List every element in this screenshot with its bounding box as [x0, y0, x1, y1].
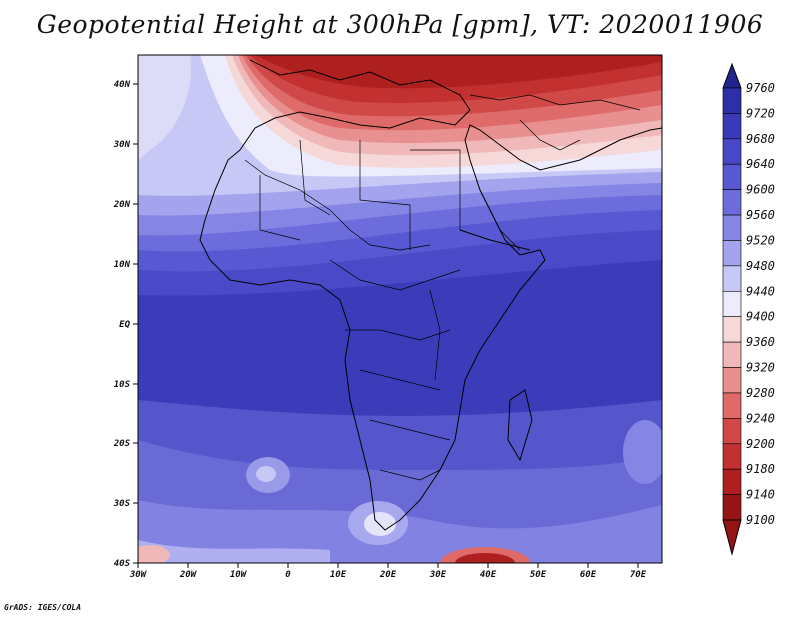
- colorbar-label: 9720: [746, 106, 775, 120]
- colorbar-label: 9240: [746, 411, 775, 425]
- colorbar-segment: [722, 494, 742, 521]
- colorbar-label: 9480: [746, 259, 775, 273]
- lat-tick-label: EQ: [119, 320, 130, 330]
- lon-tick-label: 30W: [129, 570, 148, 580]
- colorbar-segment: [722, 418, 742, 445]
- colorbar-label: 9400: [746, 310, 775, 324]
- colorbar-label: 9560: [746, 208, 775, 222]
- lat-tick-label: 40N: [114, 80, 131, 90]
- colorbar-label: 9600: [746, 183, 775, 197]
- map-title: Geopotential Height at 300hPa [gpm], VT:…: [36, 10, 764, 39]
- colorbar-segment: [722, 290, 742, 318]
- colorbar-segment: [722, 367, 742, 394]
- colorbar-label: 9680: [746, 132, 775, 146]
- colorbar-label: 9360: [746, 335, 775, 349]
- lat-tick-label: 30S: [113, 499, 131, 509]
- colorbar-label: 9320: [746, 361, 775, 375]
- lat-tick-label: 20S: [113, 439, 131, 449]
- colorbar-segment: [722, 163, 742, 190]
- lat-tick-label: 20N: [113, 200, 131, 210]
- lat-tick-label: 10S: [114, 380, 131, 390]
- colorbar-bottom-arrow: [722, 519, 742, 556]
- lon-tick-label: 20W: [179, 570, 198, 580]
- colorbar-segment: [722, 443, 742, 470]
- colorbar-segment: [722, 113, 742, 140]
- map-frame: [137, 54, 663, 564]
- colorbar-top-arrow: [722, 62, 742, 89]
- colorbar-segment: [722, 341, 742, 368]
- colorbar-segment: [722, 316, 742, 343]
- lon-tick-label: 20E: [379, 570, 397, 580]
- colorbar-segment: [722, 214, 742, 241]
- colorbar-label: 9760: [746, 81, 775, 95]
- colorbar-label: 9640: [746, 157, 775, 171]
- colorbar-segment: [722, 468, 742, 495]
- country-borders: [244, 94, 641, 481]
- lat-tick-label: 30N: [113, 140, 131, 150]
- colorbar-segment: [722, 392, 742, 419]
- lon-tick-label: 10W: [230, 570, 248, 580]
- lon-tick-label: 50E: [530, 570, 547, 580]
- lon-tick-label: 40E: [480, 570, 497, 580]
- colorbar-label: 9100: [746, 513, 775, 527]
- credit-text: GrADS: IGES/COLA: [4, 603, 82, 612]
- lon-tick-label: 10E: [330, 570, 347, 580]
- colorbar-label: 9180: [746, 462, 775, 476]
- colorbar-label: 9440: [746, 284, 775, 298]
- colorbar-segment: [722, 240, 742, 267]
- lon-tick-label: 30E: [429, 570, 447, 580]
- lat-axis: 40N 30N 20N 10N EQ 10S 20S 30S 40S: [113, 80, 138, 569]
- lon-tick-label: 0: [285, 570, 291, 580]
- colorbar-label: 9200: [746, 437, 775, 451]
- lon-axis: 30W 20W 10W 0 10E 20E 30E 40E 50E 60E 70…: [129, 563, 647, 580]
- colorbar-label: 9140: [746, 488, 775, 502]
- colorbar-segment: [722, 87, 742, 114]
- lat-tick-label: 40S: [114, 559, 131, 569]
- colorbar-segment: [722, 265, 742, 292]
- colorbar-label: 9280: [746, 386, 775, 400]
- colorbar-label: 9520: [746, 233, 775, 247]
- colorbar-segment: [722, 189, 742, 216]
- lon-tick-label: 60E: [580, 570, 597, 580]
- lat-tick-label: 10N: [114, 260, 131, 270]
- contour-field: [138, 55, 662, 563]
- colorbar: 9760 9720 9680 9640 9600 9560 9520 9480 9440 9400…: [722, 62, 775, 556]
- lon-tick-label: 70E: [630, 570, 647, 580]
- colorbar-segment: [722, 138, 742, 165]
